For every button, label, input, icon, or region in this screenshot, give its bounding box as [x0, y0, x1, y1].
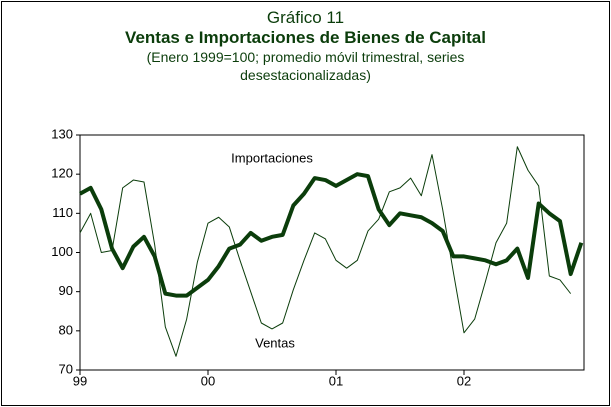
x-tick-label: 01 — [329, 373, 343, 388]
y-tick-label: 130 — [51, 126, 73, 141]
annotation: Ventas — [255, 335, 295, 350]
annotation: Importaciones — [231, 150, 313, 165]
x-tick-label: 00 — [201, 373, 215, 388]
x-tick-label: 99 — [73, 373, 87, 388]
series-line — [79, 146, 572, 357]
y-tick-label: 110 — [52, 205, 73, 220]
y-tick-label: 90 — [59, 283, 73, 298]
x-tick-label: 02 — [457, 373, 471, 388]
y-tick-label: 120 — [51, 166, 73, 181]
chart-subtitle: Ventas e Importaciones de Bienes de Capi… — [125, 28, 486, 47]
y-tick-label: 80 — [59, 322, 73, 337]
y-tick-label: 70 — [59, 361, 73, 376]
chart-note: (Enero 1999=100; promedio móvil trimestr… — [146, 49, 465, 83]
y-tick-label: 100 — [51, 244, 73, 259]
series-line — [79, 172, 584, 298]
chart-title: Gráfico 11 — [266, 8, 345, 27]
